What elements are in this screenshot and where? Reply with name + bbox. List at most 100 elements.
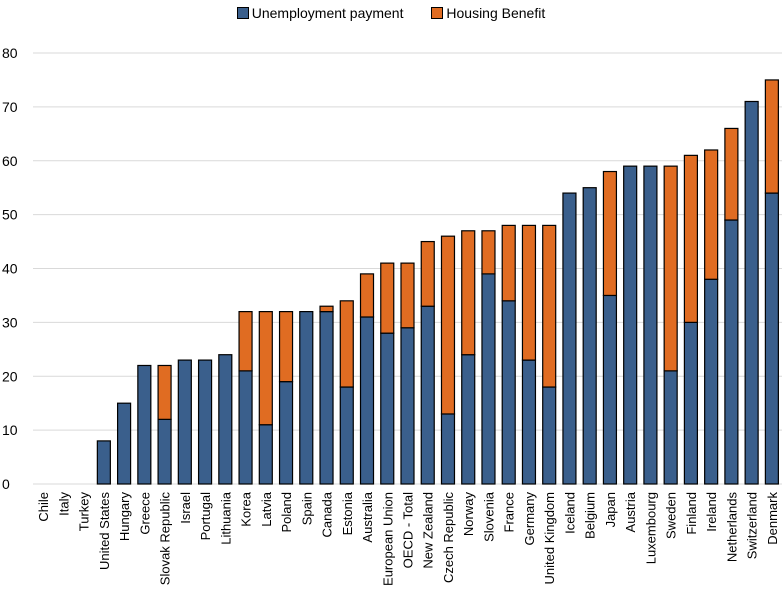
bar-housing (157, 364, 172, 420)
bar-unemployment (420, 305, 435, 485)
x-tick-label: Hungary (117, 492, 132, 542)
x-tick-label: Italy (56, 492, 71, 516)
bar-unemployment (521, 359, 537, 485)
bar-housing (359, 273, 375, 318)
x-tick-label: Czech Republic (441, 492, 456, 584)
bar-unemployment (299, 311, 314, 485)
bar-housing (663, 165, 678, 372)
x-tick-label: European Union (380, 492, 395, 586)
bar-unemployment (278, 381, 294, 485)
x-tick-label: Finland (684, 492, 699, 535)
x-tick-label: Sweden (664, 492, 679, 539)
x-tick-label: Japan (603, 492, 618, 527)
bar-unemployment (380, 332, 395, 485)
x-tick-label: Portugal (198, 492, 213, 541)
bar-unemployment (542, 386, 557, 485)
x-tick-label: Switzerland (745, 492, 760, 559)
x-tick-label: Korea (239, 491, 254, 526)
x-tick-label: United States (97, 492, 112, 571)
bar-unemployment (461, 354, 476, 485)
bar-unemployment (258, 424, 273, 485)
bar-unemployment (663, 370, 678, 485)
bar-unemployment (137, 364, 152, 485)
bar-unemployment (602, 294, 618, 485)
x-tick-label: Norway (461, 492, 476, 537)
bar-unemployment (481, 273, 496, 485)
x-tick-label: Ireland (704, 492, 719, 532)
y-tick-label: 60 (2, 153, 18, 169)
bar-housing (481, 230, 496, 275)
x-tick-label: France (502, 492, 517, 532)
x-tick-label: Austria (623, 491, 638, 532)
x-tick-label: Israel (178, 492, 193, 524)
legend-swatch-housing (431, 7, 444, 19)
bar-housing (764, 79, 779, 194)
x-tick-label: Iceland (562, 492, 577, 534)
y-tick-label: 70 (2, 99, 18, 115)
bar-housing (400, 262, 415, 329)
y-tick-label: 40 (2, 261, 18, 277)
x-tick-label: Spain (299, 492, 314, 525)
x-tick-label: Slovak Republic (158, 492, 173, 586)
bar-housing (501, 224, 516, 302)
x-tick-label: Estonia (340, 491, 355, 535)
bar-unemployment (582, 187, 597, 485)
legend-label-housing: Housing Benefit (446, 5, 546, 21)
x-tick-label: Lithuania (218, 491, 233, 545)
x-tick-label: Australia (360, 491, 375, 542)
x-tick-label: Slovenia (481, 491, 496, 542)
x-tick-label: Chile (36, 492, 51, 522)
bar-housing (339, 300, 354, 388)
bar-housing (724, 127, 739, 221)
bar-unemployment (157, 418, 172, 485)
x-tick-label: Turkey (77, 492, 92, 532)
bar-unemployment (501, 300, 516, 485)
bar-unemployment (339, 386, 354, 485)
bar-unemployment (238, 370, 253, 485)
x-tick-label: Belgium (583, 492, 598, 539)
bar-unemployment (319, 311, 334, 485)
bar-housing (319, 305, 334, 313)
bar-unemployment (218, 354, 233, 485)
bar-housing (461, 230, 476, 356)
bar-housing (278, 311, 294, 383)
x-tick-label: Latvia (259, 491, 274, 526)
y-tick-label: 50 (2, 207, 18, 223)
y-tick-label: 80 (2, 45, 18, 61)
x-tick-label: Denmark (765, 492, 780, 545)
y-tick-label: 30 (2, 314, 18, 330)
bar-unemployment (562, 192, 577, 485)
bar-unemployment (440, 413, 456, 485)
legend-label-unemployment: Unemployment payment (251, 5, 404, 21)
bar-unemployment (744, 100, 759, 485)
bar-unemployment (623, 165, 638, 485)
bar-unemployment (197, 359, 213, 485)
y-tick-label: 0 (2, 476, 10, 492)
y-tick-label: 10 (2, 422, 18, 438)
bar-unemployment (704, 278, 719, 485)
legend-swatch-unemployment (236, 7, 249, 19)
bar-unemployment (764, 192, 779, 485)
x-tick-label: Netherlands (724, 492, 739, 563)
bar-unemployment (724, 219, 739, 485)
bar-housing (380, 262, 395, 334)
bar-unemployment (177, 359, 192, 485)
chart-legend: Unemployment payment Housing Benefit (0, 5, 782, 22)
y-tick-label: 20 (2, 368, 18, 384)
x-tick-label: New Zealand (421, 492, 436, 569)
x-tick-label: Canada (320, 491, 335, 537)
bar-housing (258, 311, 273, 426)
bar-housing (683, 154, 699, 323)
bar-housing (521, 224, 537, 361)
legend-item-unemployment: Unemployment payment (236, 5, 404, 21)
legend-item-housing: Housing Benefit (431, 5, 545, 21)
x-tick-label: Luxembourg (643, 492, 658, 564)
bar-unemployment (96, 440, 111, 485)
bar-unemployment (359, 316, 375, 485)
x-tick-label: Greece (137, 492, 152, 535)
x-tick-label: Poland (279, 492, 294, 532)
bar-housing (602, 170, 618, 297)
bar-unemployment (400, 327, 415, 485)
bar-unemployment (116, 402, 132, 485)
